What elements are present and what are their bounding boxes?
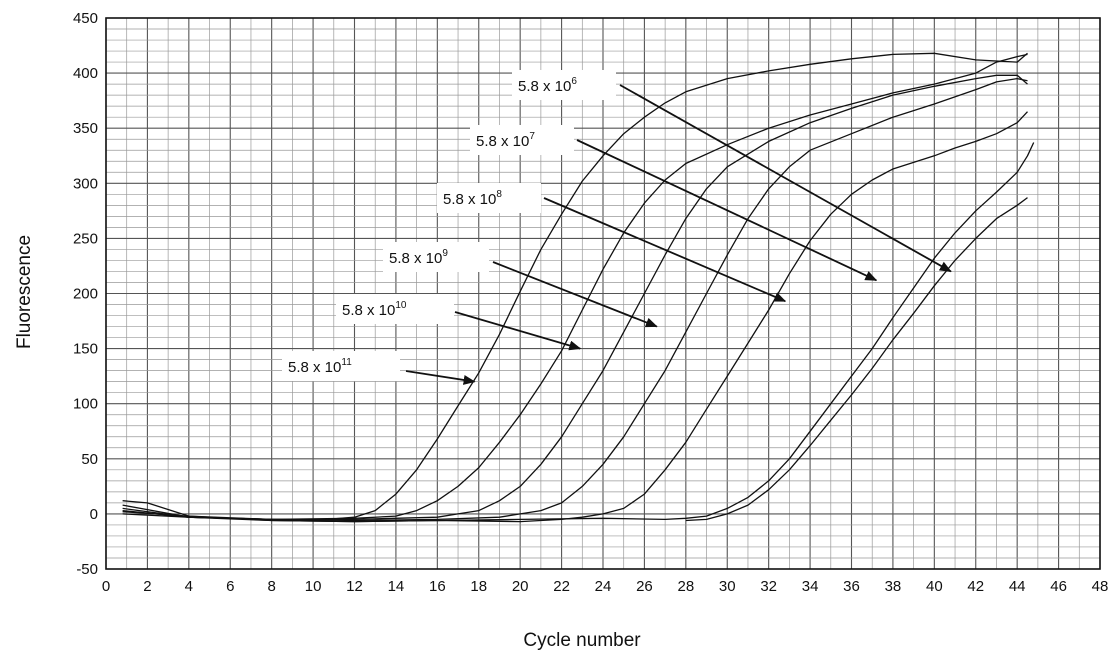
annotation-base: 5.8 x 10: [443, 191, 496, 208]
annotation-5810-8: 5.8 x 108: [437, 183, 787, 303]
x-tick-label: 40: [926, 578, 943, 595]
annotation-exponent: 7: [529, 131, 535, 142]
x-tick-label: 34: [802, 578, 819, 595]
annotation-arrow: [454, 311, 582, 351]
annotation-exponent: 8: [496, 189, 502, 200]
x-tick-label: 36: [843, 578, 860, 595]
annotation-arrow: [543, 197, 787, 303]
annotation-base: 5.8 x 10: [288, 359, 341, 376]
x-tick-label: 24: [595, 578, 612, 595]
y-tick-label: 450: [73, 10, 98, 27]
plot-frame: [105, 17, 1101, 570]
series-line-4: [122, 77, 1028, 522]
y-tick-label: 50: [81, 451, 98, 468]
x-tick-label: 44: [1009, 578, 1026, 595]
annotation-exponent: 10: [395, 300, 407, 311]
annotation-exponent: 9: [442, 248, 448, 259]
annotation-base: 5.8 x 10: [518, 78, 571, 95]
x-tick-label: 30: [719, 578, 736, 595]
x-tick-label: 46: [1050, 578, 1067, 595]
grid: [105, 17, 1101, 570]
series-line-2: [122, 53, 1028, 521]
annotation-background: [336, 294, 454, 324]
series-group: [122, 52, 1035, 523]
x-tick-label: 38: [885, 578, 902, 595]
y-tick-label: 0: [90, 506, 98, 523]
x-tick-label: 10: [305, 578, 322, 595]
annotation-5810-9: 5.8 x 109: [383, 242, 658, 328]
x-tick-label: 6: [226, 578, 234, 595]
series-line-7: [685, 197, 1028, 522]
x-tick-label: 18: [470, 578, 487, 595]
y-tick-label: 200: [73, 286, 98, 303]
x-tick-labels: 0 2 4 6 8 10 12 14 16 18 20 22 24 26 28 30 32 34 36 38 40 42 4…: [102, 578, 1109, 595]
annotation-exponent: 11: [341, 357, 352, 368]
y-tick-label: 250: [73, 230, 98, 247]
x-tick-label: 48: [1092, 578, 1109, 595]
y-tick-label: -50: [76, 561, 98, 578]
x-tick-label: 20: [512, 578, 529, 595]
y-tick-label: 300: [73, 175, 98, 192]
y-tick-label: 350: [73, 120, 98, 137]
annotation-5810-7: 5.8 x 107: [470, 125, 878, 282]
annotation-background: [470, 125, 574, 155]
y-tick-label: 100: [73, 396, 98, 413]
series-line-3: [122, 74, 1028, 521]
annotation-label: 5.8 x 106: [518, 76, 577, 95]
annotation-arrow: [492, 261, 658, 328]
annotation-5810-10: 5.8 x 1010: [336, 294, 582, 351]
y-tick-label: 150: [73, 341, 98, 358]
x-tick-label: 2: [143, 578, 151, 595]
annotation-label: 5.8 x 109: [389, 248, 448, 267]
x-tick-label: 4: [185, 578, 193, 595]
annotation-5810-6: 5.8 x 106: [512, 70, 952, 273]
annotation-background: [512, 70, 616, 100]
annotation-base: 5.8 x 10: [342, 302, 395, 319]
x-tick-label: 22: [553, 578, 570, 595]
x-tick-label: 42: [967, 578, 984, 595]
x-tick-label: 0: [102, 578, 110, 595]
x-tick-label: 26: [636, 578, 653, 595]
annotation-label: 5.8 x 1011: [288, 357, 352, 376]
annotation-label: 5.8 x 1010: [342, 300, 407, 319]
x-axis-title: Cycle number: [523, 630, 641, 651]
x-tick-label: 12: [346, 578, 363, 595]
x-tick-label: 28: [677, 578, 694, 595]
annotation-exponent: 6: [571, 76, 577, 87]
x-tick-label: 32: [760, 578, 777, 595]
annotation-arrow: [576, 139, 878, 282]
plot-border: [105, 17, 1101, 570]
x-tick-label: 16: [429, 578, 446, 595]
annotation-arrow: [619, 84, 952, 273]
y-tick-label: 400: [73, 65, 98, 82]
annotation-background: [437, 183, 541, 213]
annotation-label: 5.8 x 108: [443, 189, 502, 208]
x-tick-label: 8: [267, 578, 275, 595]
annotation-base: 5.8 x 10: [389, 250, 442, 267]
annotation-background: [282, 351, 400, 381]
annotation-label: 5.8 x 107: [476, 131, 535, 150]
annotation-5810-11: 5.8 x 1011: [282, 351, 476, 385]
series-line-5: [122, 111, 1028, 523]
series-line-1: [122, 52, 1028, 522]
x-tick-label: 14: [388, 578, 405, 595]
annotation-base: 5.8 x 10: [476, 133, 529, 150]
y-axis-title: Fluorescence: [14, 235, 35, 349]
series-line-6: [122, 142, 1035, 523]
y-tick-labels: -50 0 50 100 150 200 250 300 350 400 450: [73, 10, 98, 578]
annotation-background: [383, 242, 489, 272]
annotation-arrow: [405, 370, 476, 385]
